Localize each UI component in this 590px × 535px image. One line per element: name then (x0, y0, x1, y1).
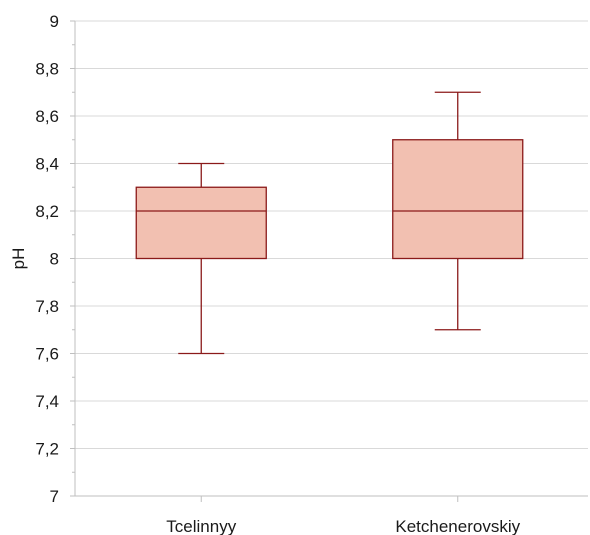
y-tick-label: 8,6 (35, 107, 59, 126)
y-tick-label: 8,4 (35, 155, 59, 174)
y-axis-title: pH (9, 248, 28, 270)
y-tick-label: 7,4 (35, 392, 59, 411)
x-axis-ticks: Tcelinnyy Ketchenerovskiy (166, 496, 521, 535)
y-axis-ticks: 7 7,2 7,4 7,6 7,8 8 8,2 8,4 8,6 8,8 9 (35, 12, 75, 506)
y-tick-label: 7 (50, 487, 59, 506)
boxes-group (135, 91, 524, 355)
y-tick-label: 9 (50, 12, 59, 31)
y-tick-label: 8,8 (35, 60, 59, 79)
x-tick-label: Tcelinnyy (166, 517, 236, 535)
y-tick-label: 8 (50, 250, 59, 269)
x-tick-label: Ketchenerovskiy (395, 517, 520, 535)
box-tcelinnyy (135, 162, 267, 355)
iqr-box (135, 186, 267, 260)
y-tick-label: 7,2 (35, 440, 59, 459)
iqr-box (392, 139, 524, 260)
box-ketchenerovskiy (392, 91, 524, 331)
y-tick-label: 7,6 (35, 345, 59, 364)
y-tick-label: 8,2 (35, 202, 59, 221)
y-tick-label: 7,8 (35, 297, 59, 316)
